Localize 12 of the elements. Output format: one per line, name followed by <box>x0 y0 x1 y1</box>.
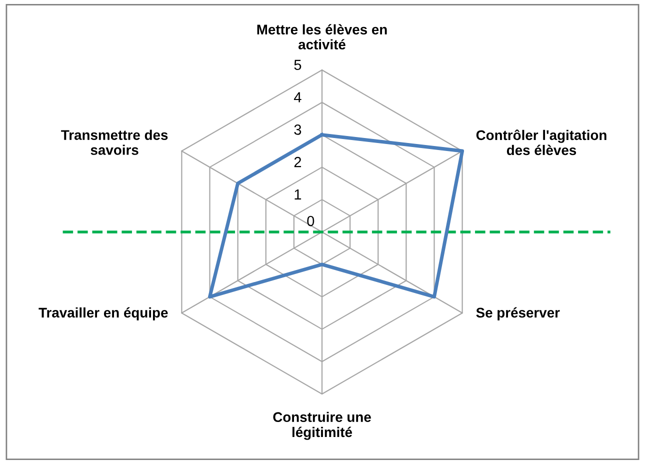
spoke-label: Travailler en équipe <box>38 307 168 320</box>
spoke-label: Mettre les élèves en activité <box>257 24 387 50</box>
y-tick-label: 1 <box>294 189 302 200</box>
spoke-label: Se préserver <box>476 307 560 320</box>
y-tick-label: 5 <box>294 60 302 70</box>
y-tick-label: 3 <box>294 124 302 135</box>
y-tick-label: 0 <box>307 216 314 226</box>
y-tick-label: 4 <box>294 92 302 102</box>
spoke-label: Construire une légitimité <box>273 412 371 440</box>
spoke-label: Transmettre des savoirs <box>61 130 168 155</box>
spoke-label: Contrôler l'agitation des élèves <box>476 130 606 156</box>
y-tick-label: 2 <box>294 156 302 168</box>
